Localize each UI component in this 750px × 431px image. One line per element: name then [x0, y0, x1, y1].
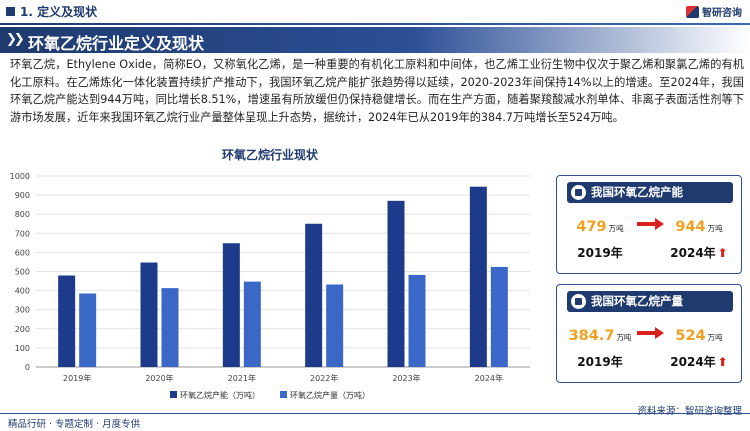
y-tick-label: 400 [15, 287, 30, 296]
from-value: 479 万吨 [565, 216, 635, 235]
right-arrow-icon [637, 218, 664, 230]
title-band: ❯❯ 环氧乙烷行业定义及现状 [0, 27, 750, 53]
x-tick-label: 2022年 [310, 373, 338, 383]
section-label: 1. 定义及现状 [6, 3, 97, 20]
bar [408, 274, 426, 367]
from-number: 479 [576, 219, 607, 235]
card-header: 我国环氧乙烷产能 [567, 182, 733, 203]
from-year: 2019年 [577, 246, 623, 260]
top-bar: 1. 定义及现状 智研咨询 [0, 0, 750, 24]
footer-divider [0, 413, 750, 414]
legend-swatch [280, 391, 287, 398]
logo: 智研咨询 [686, 4, 742, 19]
y-tick-label: 600 [15, 248, 30, 257]
to-year: 2024年 [670, 246, 716, 260]
y-tick-label: 300 [15, 306, 30, 315]
up-arrow-icon: ⬆ [717, 355, 728, 369]
section-label-text: 1. 定义及现状 [20, 5, 98, 19]
x-tick-label: 2021年 [228, 373, 256, 383]
page-title: 环氧乙烷行业定义及现状 [28, 34, 205, 53]
double-chevron-icon: ❯❯ [6, 32, 25, 47]
bar [161, 288, 179, 367]
y-tick-label: 900 [15, 191, 30, 200]
from-year: 2019年 [577, 355, 623, 369]
to-value: 944 万吨 [667, 216, 731, 235]
from-unit: 万吨 [616, 333, 632, 342]
y-tick-label: 800 [15, 210, 30, 219]
source-note: 资料来源：智研咨询整理 [637, 406, 742, 417]
square-icon [6, 7, 15, 16]
bar-chart: 0 100 200 300 400 500 600 700 800 900 1000 2019年 202… [10, 172, 530, 400]
bar [305, 223, 323, 367]
to-value: 524 万吨 [667, 325, 731, 344]
up-arrow-icon: ⬆ [717, 246, 728, 260]
from-number: 384.7 [568, 328, 615, 344]
legend-label: 环氧乙烷产量（万吨） [290, 390, 370, 400]
intro-paragraph: 环氧乙烷，Ethylene Oxide，简称EO，又称氧化乙烯，是一种重要的有机… [10, 58, 744, 124]
from-value: 384.7 万吨 [565, 325, 635, 344]
to-year: 2024年 [670, 355, 716, 369]
bar [243, 281, 261, 367]
to-unit: 万吨 [707, 224, 723, 233]
from-unit: 万吨 [608, 224, 624, 233]
to-year-wrap: 2024年 ⬆ [667, 244, 731, 261]
x-tick-label: 2024年 [475, 373, 503, 383]
bar [58, 275, 76, 367]
to-year-wrap: 2024年 ⬆ [667, 353, 731, 370]
to-number: 944 [675, 219, 706, 235]
x-tick-label: 2023年 [392, 373, 420, 383]
legend-label: 环氧乙烷产能（万吨） [180, 390, 260, 400]
top-divider [0, 23, 750, 25]
logo-icon [686, 5, 699, 18]
y-tick-label: 100 [15, 344, 30, 353]
to-number: 524 [675, 328, 706, 344]
bar [490, 266, 508, 367]
output-card: 我国环氧乙烷产量 384.7 万吨 524 万吨 2019年 2024年 ⬆ [556, 284, 742, 383]
factory-icon [571, 294, 586, 309]
logo-text: 智研咨询 [702, 8, 742, 19]
capacity-card: 我国环氧乙烷产能 479 万吨 944 万吨 2019年 2024年 ⬆ [556, 175, 742, 274]
legend-swatch [170, 391, 177, 398]
y-tick-label: 700 [15, 229, 30, 238]
bar [79, 293, 97, 367]
bar [140, 262, 158, 367]
chart-title: 环氧乙烷行业现状 [221, 148, 318, 162]
y-tick-label: 500 [15, 268, 30, 277]
bar [222, 243, 240, 367]
x-tick-label: 2020年 [145, 373, 173, 383]
footer-slogan: 精品行研 · 专题定制 · 月度专供 [8, 419, 141, 430]
card-label: 我国环氧乙烷产量 [591, 294, 683, 308]
x-tick-label: 2019年 [63, 373, 91, 383]
card-label: 我国环氧乙烷产能 [591, 185, 683, 199]
y-tick-label: 0 [25, 363, 30, 372]
card-header: 我国环氧乙烷产量 [567, 291, 733, 312]
y-tick-label: 200 [15, 325, 30, 334]
to-unit: 万吨 [707, 333, 723, 342]
right-arrow-icon [637, 327, 664, 339]
bar [326, 284, 344, 367]
factory-icon [571, 185, 586, 200]
y-tick-label: 1000 [10, 172, 30, 181]
bar [387, 200, 405, 367]
bar [469, 186, 487, 367]
